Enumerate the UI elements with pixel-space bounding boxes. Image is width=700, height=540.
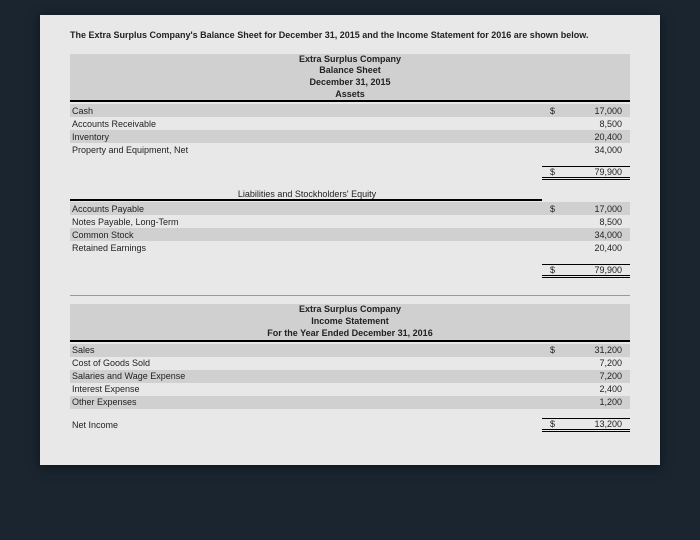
bs-date: December 31, 2015 — [70, 77, 630, 89]
table-row: Accounts Payable $17,000 — [70, 202, 630, 215]
row-label: Notes Payable, Long-Term — [70, 217, 542, 227]
table-row: Interest Expense 2,400 — [70, 383, 630, 396]
row-amount: 7,200 — [599, 371, 622, 381]
row-amount: 8,500 — [599, 217, 622, 227]
row-amount: 8,500 — [599, 119, 622, 129]
is-title: Income Statement — [70, 316, 630, 328]
bs-company: Extra Surplus Company — [70, 54, 630, 66]
currency-sym: $ — [550, 345, 555, 355]
intro-text: The Extra Surplus Company's Balance Shee… — [70, 30, 630, 42]
row-label: Salaries and Wage Expense — [70, 371, 542, 381]
row-label: Inventory — [70, 132, 542, 142]
table-row: Property and Equipment, Net 34,000 — [70, 143, 630, 156]
row-label: Property and Equipment, Net — [70, 145, 542, 155]
is-date: For the Year Ended December 31, 2016 — [70, 328, 630, 342]
divider — [70, 295, 630, 296]
table-row: Cost of Goods Sold 7,200 — [70, 357, 630, 370]
table-row: Cash $17,000 — [70, 104, 630, 117]
table-row: Salaries and Wage Expense 7,200 — [70, 370, 630, 383]
document-page: The Extra Surplus Company's Balance Shee… — [40, 15, 660, 465]
row-label: Accounts Receivable — [70, 119, 542, 129]
table-row: Common Stock 34,000 — [70, 228, 630, 241]
row-amount: 7,200 — [599, 358, 622, 368]
table-row: Notes Payable, Long-Term 8,500 — [70, 215, 630, 228]
row-label: Cost of Goods Sold — [70, 358, 542, 368]
le-header: Liabilities and Stockholders' Equity — [70, 189, 542, 201]
assets-total-row: $79,900 — [70, 166, 630, 179]
row-label: Interest Expense — [70, 384, 542, 394]
row-amount: 34,000 — [594, 230, 622, 240]
row-amount: 20,400 — [594, 243, 622, 253]
currency-sym: $ — [550, 419, 555, 429]
bs-title: Balance Sheet — [70, 65, 630, 77]
row-label: Retained Earnings — [70, 243, 542, 253]
row-amount: 31,200 — [594, 345, 622, 355]
table-row: Sales $31,200 — [70, 344, 630, 357]
net-income-amount: 13,200 — [594, 419, 622, 429]
row-label: Cash — [70, 106, 542, 116]
table-row: Inventory 20,400 — [70, 130, 630, 143]
is-company: Extra Surplus Company — [70, 304, 630, 316]
table-row: Retained Earnings 20,400 — [70, 241, 630, 254]
row-amount: 17,000 — [594, 204, 622, 214]
currency-sym: $ — [550, 204, 555, 214]
net-income-row: Net Income $13,200 — [70, 419, 630, 432]
currency-sym: $ — [550, 265, 555, 275]
balance-sheet: Extra Surplus Company Balance Sheet Dece… — [70, 54, 630, 278]
le-header-row: Liabilities and Stockholders' Equity — [70, 189, 630, 202]
currency-sym: $ — [550, 167, 555, 177]
row-amount: 20,400 — [594, 132, 622, 142]
row-amount: 1,200 — [599, 397, 622, 407]
total-amount: 79,900 — [594, 265, 622, 275]
total-amount: 79,900 — [594, 167, 622, 177]
le-total-row: $79,900 — [70, 264, 630, 277]
net-income-label: Net Income — [70, 420, 542, 430]
row-label: Other Expenses — [70, 397, 542, 407]
row-label: Common Stock — [70, 230, 542, 240]
row-label: Accounts Payable — [70, 204, 542, 214]
table-row: Other Expenses 1,200 — [70, 396, 630, 409]
row-amount: 2,400 — [599, 384, 622, 394]
row-label: Sales — [70, 345, 542, 355]
table-row: Accounts Receivable 8,500 — [70, 117, 630, 130]
row-amount: 34,000 — [594, 145, 622, 155]
row-amount: 17,000 — [594, 106, 622, 116]
currency-sym: $ — [550, 106, 555, 116]
income-statement: Extra Surplus Company Income Statement F… — [70, 304, 630, 431]
assets-header: Assets — [70, 89, 630, 103]
